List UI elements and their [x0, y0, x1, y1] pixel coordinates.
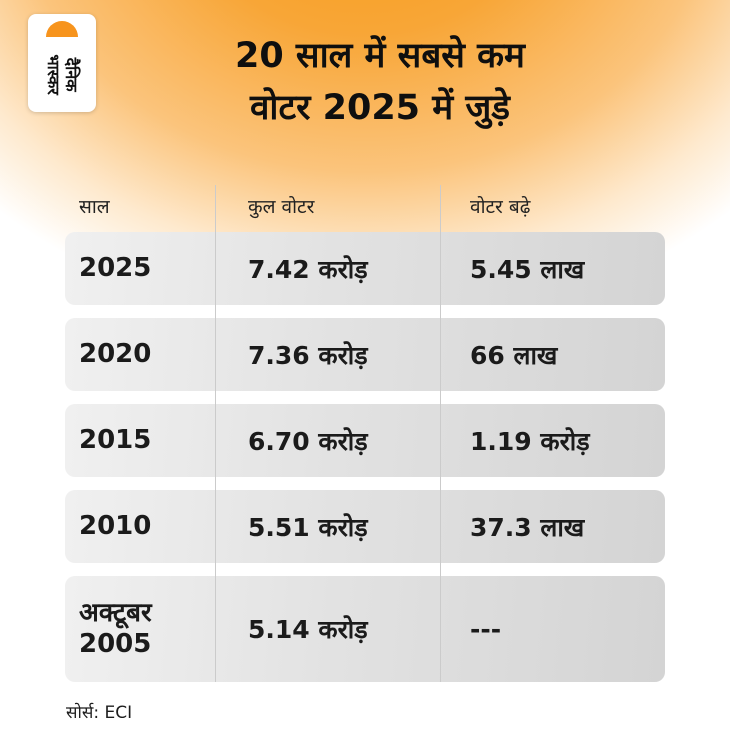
logo-text-wrap: दैनिक भास्कर	[42, 37, 82, 112]
page-title-line2: वोटर 2025 में जुड़े	[249, 88, 511, 128]
header-total-voters: कुल वोटर	[248, 196, 315, 218]
table-row: 2020 7.36 करोड़ 66 लाख	[65, 318, 665, 391]
column-divider-2	[440, 185, 441, 682]
total-voters-cell: 7.36 करोड़	[248, 340, 368, 370]
sun-icon	[46, 21, 78, 37]
year-cell: 2025	[79, 252, 152, 283]
table-row: अक्टूबर 2005 5.14 करोड़ ---	[65, 576, 665, 682]
voters-added-cell: 37.3 लाख	[470, 512, 585, 542]
voters-added-cell: 5.45 लाख	[470, 254, 585, 284]
year-cell: अक्टूबर 2005	[79, 597, 152, 659]
dainik-bhaskar-logo: दैनिक भास्कर	[28, 14, 96, 112]
year-cell: 2015	[79, 424, 152, 455]
logo-text-line2: भास्कर	[43, 54, 63, 95]
logo-text: दैनिक भास्कर	[43, 54, 81, 95]
total-voters-cell: 7.42 करोड़	[248, 254, 368, 284]
logo-text-line1: दैनिक	[61, 57, 81, 92]
table-row: 2015 6.70 करोड़ 1.19 करोड़	[65, 404, 665, 477]
source-credit: सोर्स: ECI	[66, 703, 133, 723]
voters-added-cell: 66 लाख	[470, 340, 558, 370]
page-title-line1: 20 साल में सबसे कम	[235, 36, 525, 76]
voters-added-cell: 1.19 करोड़	[470, 426, 590, 456]
table-row: 2010 5.51 करोड़ 37.3 लाख	[65, 490, 665, 563]
header-year: साल	[79, 196, 110, 218]
table-row: 2025 7.42 करोड़ 5.45 लाख	[65, 232, 665, 305]
header-voters-added: वोटर बढ़े	[470, 196, 531, 218]
year-cell: 2020	[79, 338, 152, 369]
table-header-row: साल कुल वोटर वोटर बढ़े	[65, 185, 665, 227]
total-voters-cell: 5.14 करोड़	[248, 615, 368, 644]
total-voters-cell: 6.70 करोड़	[248, 426, 368, 456]
year-cell: 2010	[79, 510, 152, 541]
header-gradient-background	[0, 0, 730, 252]
column-divider-1	[215, 185, 216, 682]
page-title: 20 साल में सबसे कम वोटर 2025 में जुड़े	[110, 30, 650, 134]
total-voters-cell: 5.51 करोड़	[248, 512, 368, 542]
voter-data-table: साल कुल वोटर वोटर बढ़े 2025 7.42 करोड़ 5…	[65, 185, 665, 682]
voters-added-cell: ---	[470, 614, 502, 644]
